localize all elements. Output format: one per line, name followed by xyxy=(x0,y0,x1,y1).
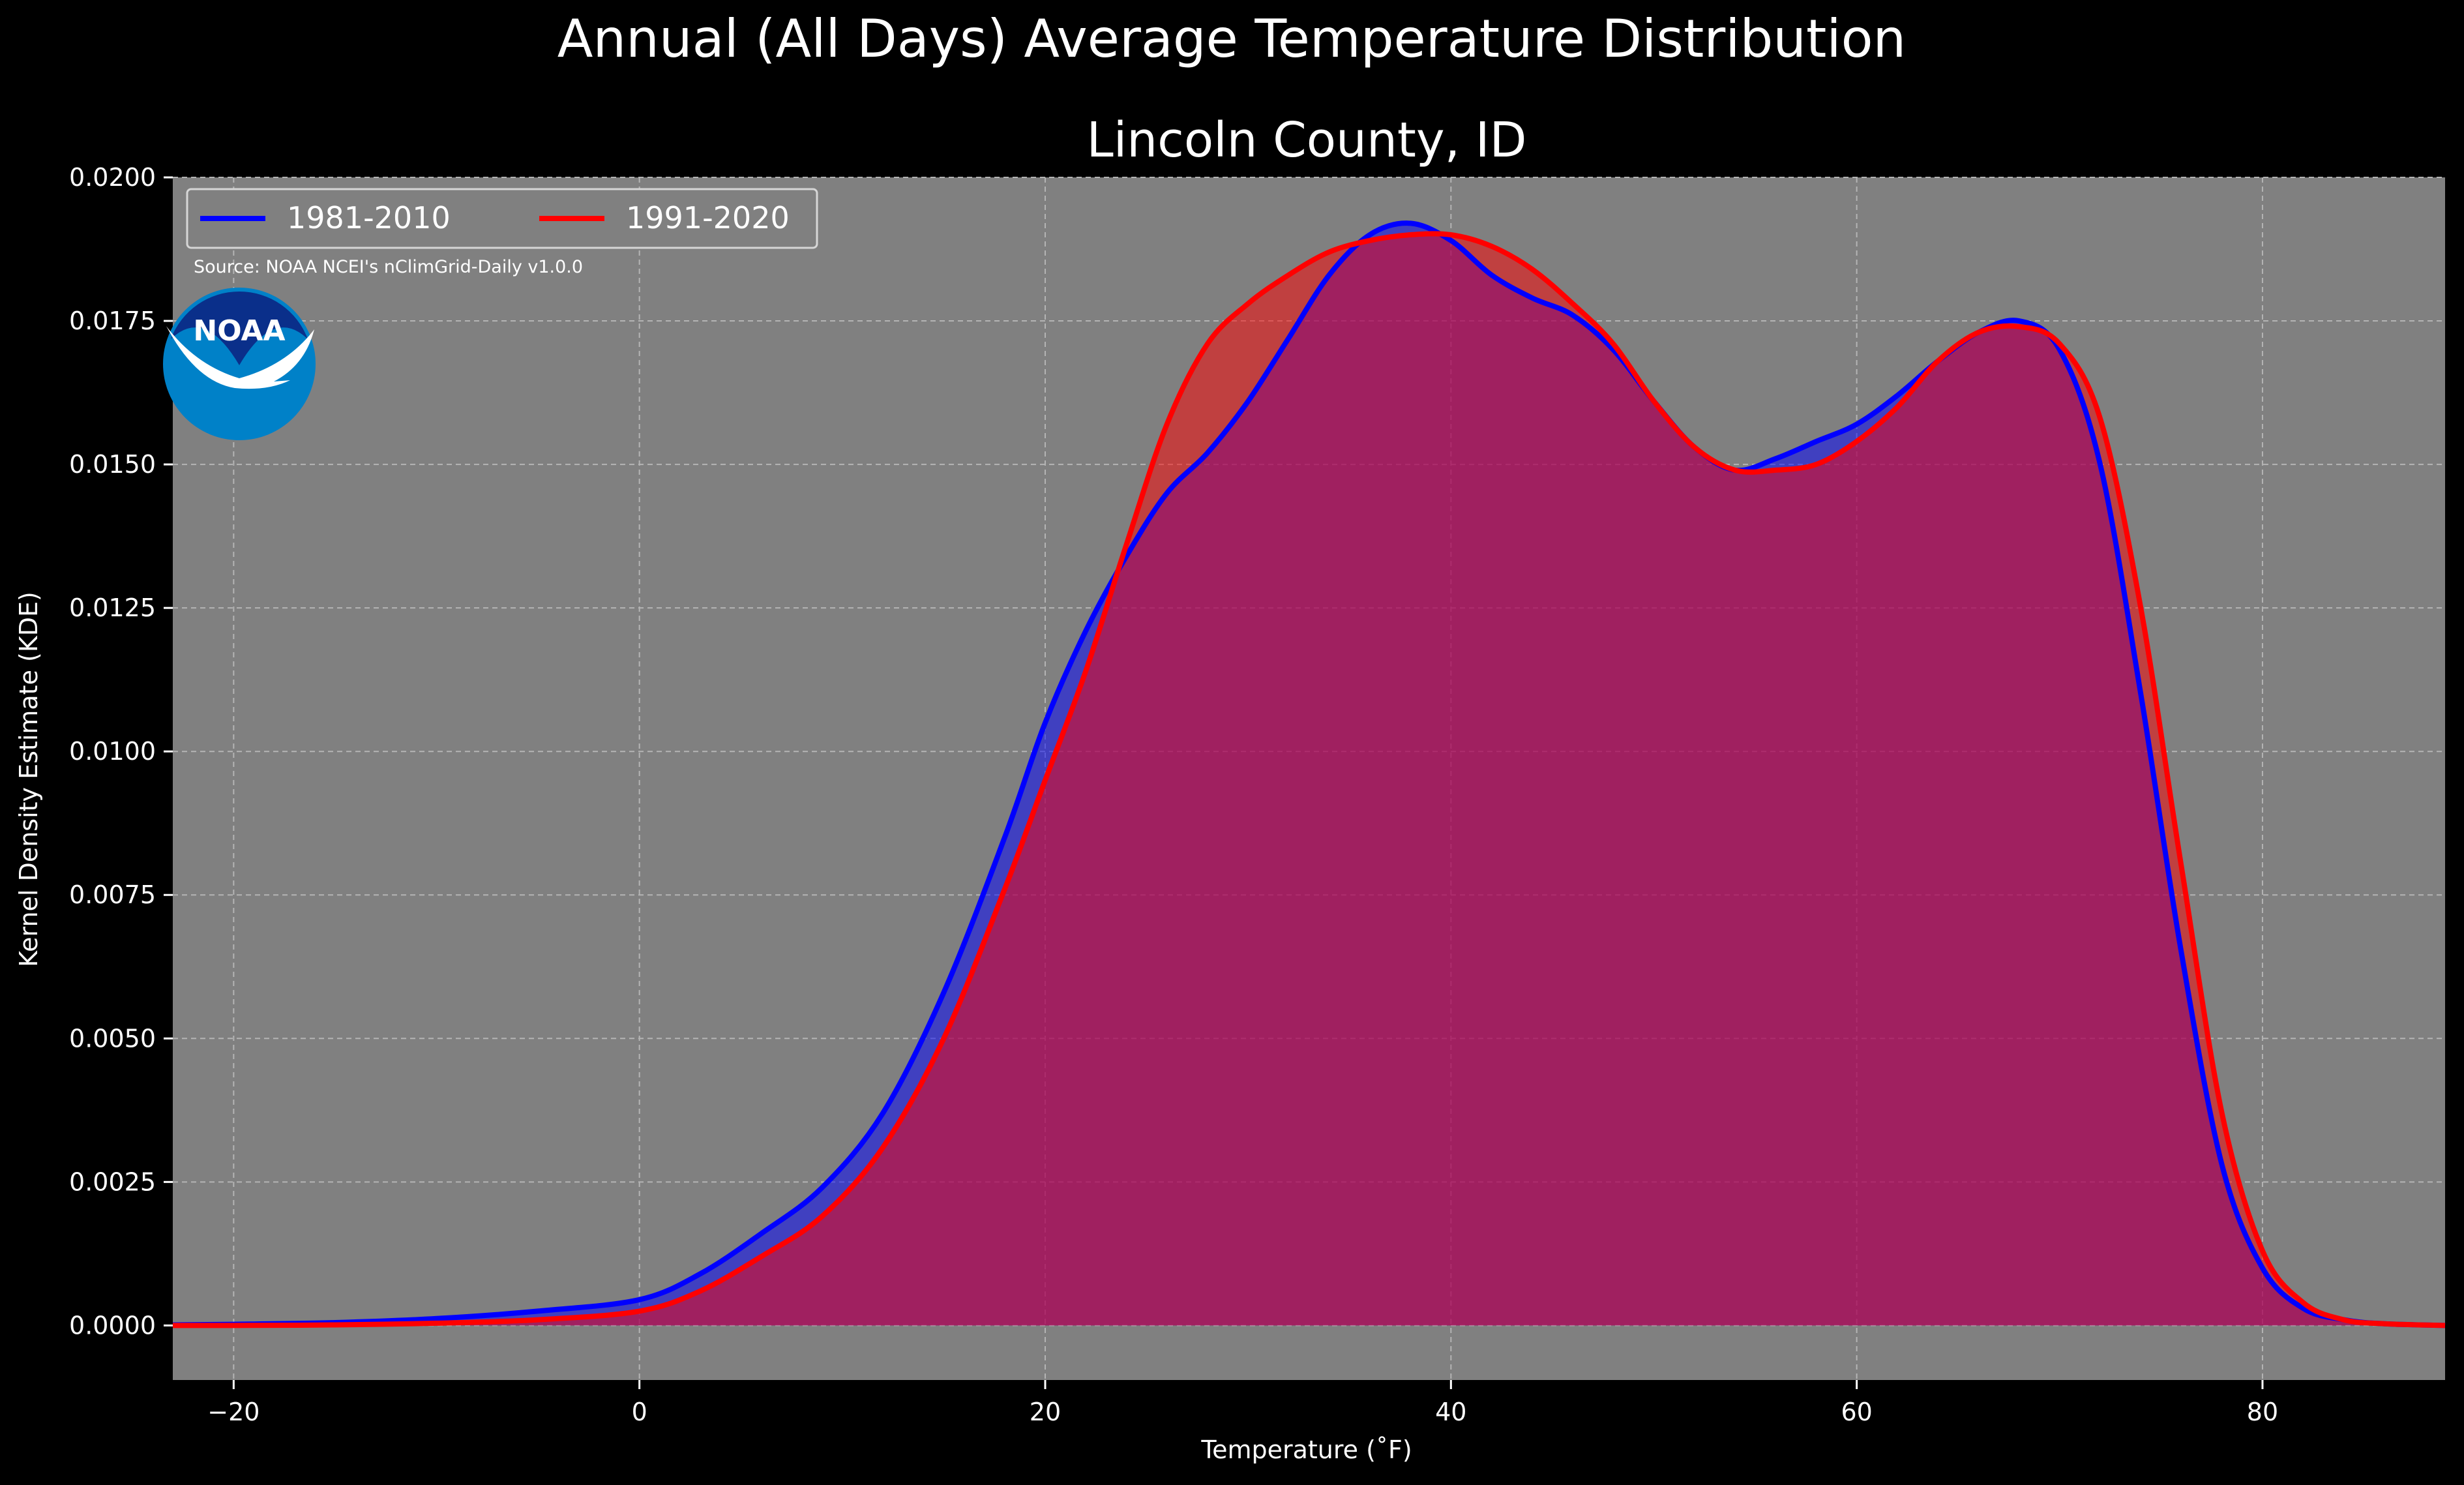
y-tick-label: 0.0175 xyxy=(69,307,156,335)
line-1981-2010 xyxy=(172,220,2446,1328)
x-axis-label: Temperature (˚F) xyxy=(1200,1435,1412,1464)
x-tick-label: −20 xyxy=(207,1398,260,1426)
x-tick-label: 20 xyxy=(1030,1398,1061,1426)
noaa-logo-text: NOAA xyxy=(193,314,285,348)
x-tick-label: 60 xyxy=(1841,1398,1872,1426)
legend: 1981-2010 1991-2020 xyxy=(186,188,818,249)
y-axis-label: Kernel Density Estimate (KDE) xyxy=(14,592,43,967)
y-tick-label: 0.0100 xyxy=(69,737,156,766)
chart-title: Lincoln County, ID xyxy=(1086,112,1526,168)
y-tick-label: 0.0200 xyxy=(69,163,156,192)
legend-frame xyxy=(186,188,818,249)
density-areas xyxy=(173,223,2445,1326)
x-tick-label: 40 xyxy=(1435,1398,1466,1426)
y-tick-label: 0.0125 xyxy=(69,593,156,622)
y-tick-label: 0.0000 xyxy=(69,1311,156,1340)
figure-suptitle: Annual (All Days) Average Temperature Di… xyxy=(557,8,1906,69)
y-tick-label: 0.0075 xyxy=(69,880,156,909)
area-1991-2020 xyxy=(173,233,2445,1326)
line-1991-2020 xyxy=(172,231,2446,1328)
x-tick-label: 0 xyxy=(632,1398,647,1426)
x-axis-ticks: −20 0 20 40 60 80 xyxy=(207,1380,2278,1426)
y-tick-label: 0.0025 xyxy=(69,1167,156,1196)
source-note: Source: NOAA NCEI's nClimGrid-Daily v1.0… xyxy=(194,257,583,277)
legend-label-1981-2010: 1981-2010 xyxy=(287,200,451,235)
y-tick-label: 0.0050 xyxy=(69,1024,156,1053)
x-tick-label: 80 xyxy=(2247,1398,2278,1426)
noaa-logo-icon: NOAA xyxy=(163,288,316,440)
plot-area xyxy=(172,177,2446,1380)
y-tick-label: 0.0150 xyxy=(69,450,156,479)
y-axis-ticks: 0.0000 0.0025 0.0050 0.0075 0.0100 0.0125 0.01… xyxy=(69,163,173,1340)
density-lines xyxy=(172,220,2446,1328)
legend-label-1991-2020: 1991-2020 xyxy=(626,200,790,235)
